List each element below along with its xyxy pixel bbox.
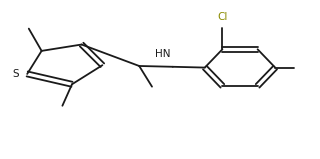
- Text: HN: HN: [155, 49, 171, 59]
- Text: Cl: Cl: [217, 12, 228, 22]
- Text: S: S: [12, 69, 19, 79]
